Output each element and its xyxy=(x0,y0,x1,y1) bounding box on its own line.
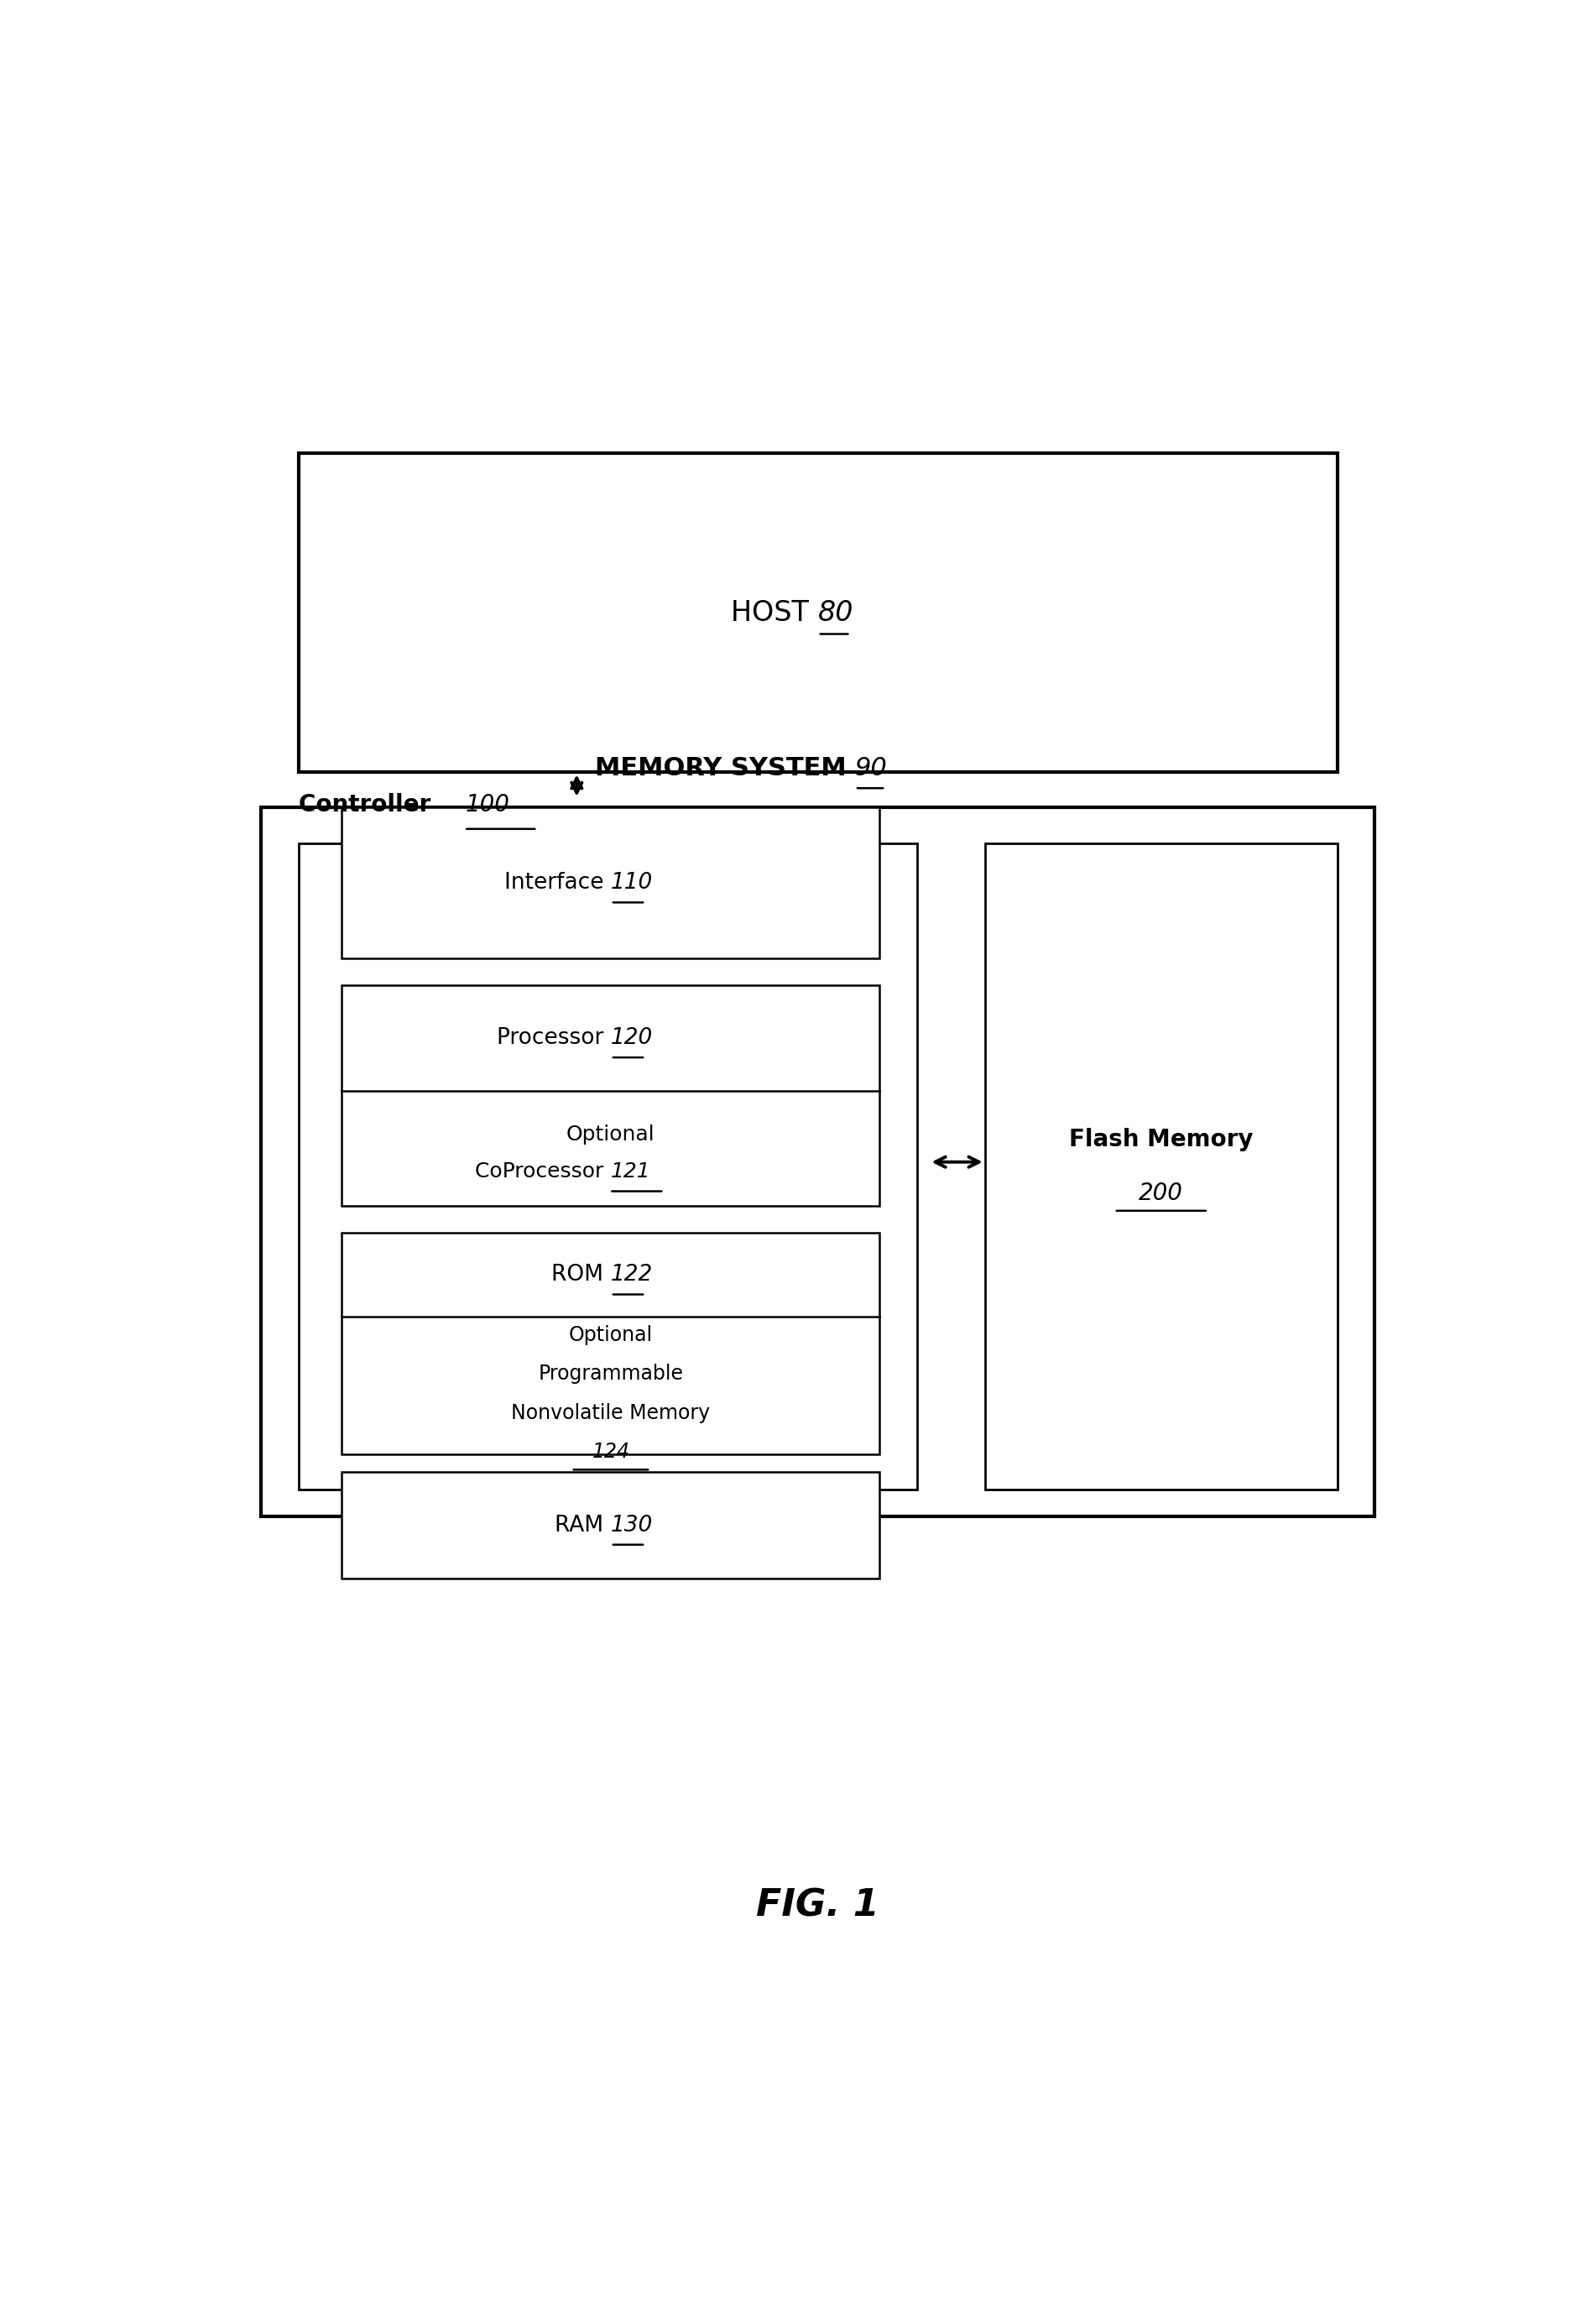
Bar xyxy=(262,808,1374,1516)
Bar xyxy=(985,842,1337,1489)
Text: Nonvolatile Memory: Nonvolatile Memory xyxy=(511,1404,710,1422)
Bar xyxy=(342,1233,879,1454)
Text: Optional: Optional xyxy=(567,1125,654,1146)
Bar xyxy=(342,985,879,1206)
Text: RAM: RAM xyxy=(555,1514,611,1537)
Text: Processor: Processor xyxy=(496,1026,611,1049)
Text: 124: 124 xyxy=(592,1443,630,1461)
Bar xyxy=(298,453,1337,773)
Text: 110: 110 xyxy=(611,872,653,893)
Text: FIG. 1: FIG. 1 xyxy=(757,1889,879,1924)
Text: Flash Memory: Flash Memory xyxy=(1069,1127,1253,1150)
Text: 200: 200 xyxy=(1140,1180,1183,1206)
Text: 120: 120 xyxy=(611,1026,653,1049)
Text: 100: 100 xyxy=(466,794,509,817)
Text: HOST: HOST xyxy=(731,598,817,626)
Bar xyxy=(298,842,916,1489)
Text: Controller: Controller xyxy=(298,794,439,817)
Text: 90: 90 xyxy=(855,757,887,780)
Text: Optional: Optional xyxy=(568,1325,653,1346)
Text: 122: 122 xyxy=(611,1263,653,1286)
Text: CoProcessor: CoProcessor xyxy=(476,1162,611,1183)
Text: 130: 130 xyxy=(611,1514,653,1537)
Text: 121: 121 xyxy=(611,1162,651,1183)
Text: Programmable: Programmable xyxy=(538,1364,683,1385)
Text: Interface: Interface xyxy=(504,872,611,893)
Text: MEMORY SYSTEM: MEMORY SYSTEM xyxy=(595,757,855,780)
Text: 80: 80 xyxy=(817,598,854,626)
Bar xyxy=(342,1473,879,1578)
Bar xyxy=(342,808,879,957)
Text: ROM: ROM xyxy=(552,1263,611,1286)
